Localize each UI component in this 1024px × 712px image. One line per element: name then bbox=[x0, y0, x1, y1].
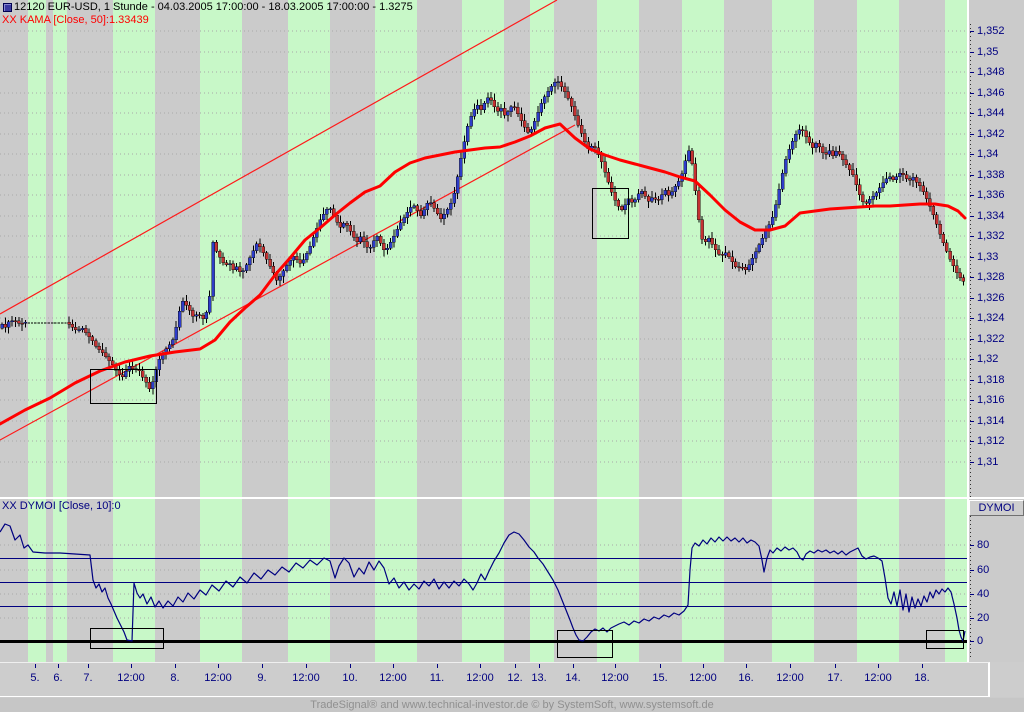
kama-indicator-label: XX KAMA [Close, 50]:1.33439 bbox=[2, 14, 149, 26]
time-tick-label: 18. bbox=[914, 672, 930, 684]
time-tick bbox=[393, 664, 394, 668]
time-tick bbox=[480, 664, 481, 668]
dymoi-pane-button[interactable]: DYMOI bbox=[969, 500, 1024, 516]
time-tick bbox=[262, 664, 263, 668]
time-axis-filler bbox=[990, 662, 1024, 697]
time-tick bbox=[878, 664, 879, 668]
time-tick-label: 10. bbox=[342, 672, 358, 684]
time-tick bbox=[615, 664, 616, 668]
candlestick-series bbox=[0, 76, 966, 395]
session-stripe bbox=[462, 0, 504, 662]
time-tick-label: 12:00 bbox=[117, 672, 145, 684]
time-tick bbox=[175, 664, 176, 668]
time-tick bbox=[58, 664, 59, 668]
time-tick-label: 12:00 bbox=[466, 672, 494, 684]
chart-title: 12120 EUR-USD, 1 Stunde - 04.03.2005 17:… bbox=[14, 1, 413, 13]
time-tick-label: 12:00 bbox=[292, 672, 320, 684]
time-tick bbox=[922, 664, 923, 668]
selection-box bbox=[90, 369, 157, 404]
time-tick-label: 16. bbox=[738, 672, 754, 684]
time-tick bbox=[660, 664, 661, 668]
pane-divider bbox=[0, 497, 1024, 499]
time-tick-label: 12:00 bbox=[689, 672, 717, 684]
time-tick bbox=[835, 664, 836, 668]
time-tick-label: 6. bbox=[53, 672, 63, 684]
time-tick bbox=[790, 664, 791, 668]
trend-channel-line bbox=[0, 124, 576, 441]
time-tick-label: 17. bbox=[827, 672, 843, 684]
osc-zero-line bbox=[0, 640, 967, 643]
time-tick-label: 13. bbox=[531, 672, 547, 684]
chart-window-icon bbox=[3, 3, 12, 12]
time-tick bbox=[515, 664, 516, 668]
time-tick-label: 14. bbox=[565, 672, 581, 684]
time-tick-label: 12:00 bbox=[379, 672, 407, 684]
time-tick bbox=[437, 664, 438, 668]
time-tick bbox=[350, 664, 351, 668]
time-tick-label: 11. bbox=[429, 672, 445, 684]
axis-separator bbox=[967, 0, 969, 662]
session-stripe bbox=[772, 0, 814, 662]
trend-channel-line bbox=[0, 0, 558, 315]
status-bar: TradeSignal® and www.technical-investor.… bbox=[0, 698, 1024, 712]
time-tick bbox=[88, 664, 89, 668]
session-stripe bbox=[288, 0, 330, 662]
time-tick bbox=[746, 664, 747, 668]
session-stripe bbox=[113, 0, 155, 662]
selection-box bbox=[926, 630, 964, 649]
time-tick bbox=[35, 664, 36, 668]
time-tick-label: 12. bbox=[507, 672, 523, 684]
time-tick-label: 8. bbox=[170, 672, 180, 684]
time-tick-label: 9. bbox=[257, 672, 267, 684]
session-stripe bbox=[682, 0, 724, 662]
time-axis: 5. 6. 7. 12:00 8. 12:00 9. 12:00 10. 12:00 11. 12:0… bbox=[0, 662, 990, 697]
session-stripe bbox=[53, 0, 67, 662]
time-tick bbox=[539, 664, 540, 668]
time-tick-label: 7. bbox=[83, 672, 93, 684]
time-tick-label: 5. bbox=[30, 672, 40, 684]
chart-plot-area[interactable] bbox=[0, 0, 1024, 662]
session-stripe bbox=[28, 0, 46, 662]
time-tick-label: 12:00 bbox=[776, 672, 804, 684]
kama-line bbox=[0, 122, 967, 426]
selection-box bbox=[592, 188, 629, 239]
session-stripe bbox=[857, 0, 899, 662]
session-stripe bbox=[375, 0, 417, 662]
dymoi-indicator-label: XX DYMOI [Close, 10]:0 bbox=[2, 500, 121, 512]
time-tick bbox=[306, 664, 307, 668]
time-tick-label: 12:00 bbox=[601, 672, 629, 684]
time-tick bbox=[131, 664, 132, 668]
session-stripe bbox=[597, 0, 639, 662]
session-stripe bbox=[945, 0, 967, 662]
selection-box bbox=[557, 630, 613, 658]
time-tick-label: 12:00 bbox=[204, 672, 232, 684]
time-tick bbox=[573, 664, 574, 668]
selection-box bbox=[90, 628, 164, 649]
time-tick bbox=[703, 664, 704, 668]
time-tick-label: 15. bbox=[652, 672, 668, 684]
time-tick-label: 12:00 bbox=[864, 672, 892, 684]
dymoi-line bbox=[0, 523, 966, 642]
time-tick bbox=[218, 664, 219, 668]
